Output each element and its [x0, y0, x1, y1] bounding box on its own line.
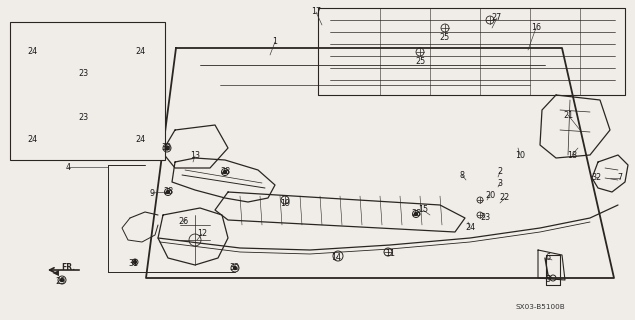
Text: 2: 2 [497, 167, 502, 177]
Text: 31: 31 [128, 259, 138, 268]
Text: 14: 14 [331, 253, 341, 262]
Text: 30: 30 [229, 263, 239, 273]
Text: 8: 8 [460, 171, 464, 180]
Text: 15: 15 [418, 205, 428, 214]
Circle shape [133, 260, 137, 263]
Text: 29: 29 [55, 277, 65, 286]
Text: 5: 5 [545, 276, 551, 284]
Text: 6: 6 [545, 253, 551, 262]
Text: ▶: ▶ [52, 267, 58, 276]
Circle shape [166, 190, 170, 194]
Text: 17: 17 [311, 7, 321, 17]
Text: 20: 20 [485, 190, 495, 199]
Text: 9: 9 [149, 188, 154, 197]
Text: 16: 16 [531, 23, 541, 33]
Text: 10: 10 [515, 150, 525, 159]
Text: 1: 1 [272, 37, 277, 46]
Circle shape [234, 267, 236, 269]
Text: 33: 33 [161, 142, 171, 151]
Text: 21: 21 [563, 110, 573, 119]
Circle shape [165, 146, 169, 150]
Text: 23: 23 [78, 113, 88, 122]
Text: 3: 3 [497, 179, 502, 188]
Text: FR.: FR. [61, 263, 75, 273]
Circle shape [224, 171, 227, 173]
Text: 24: 24 [135, 135, 145, 145]
Text: 13: 13 [190, 151, 200, 161]
Text: 25: 25 [439, 33, 449, 42]
Text: 11: 11 [385, 249, 395, 258]
Text: 24: 24 [135, 47, 145, 57]
Text: 12: 12 [197, 229, 207, 238]
Text: 24: 24 [465, 223, 475, 233]
Text: 23: 23 [480, 213, 490, 222]
Text: 32: 32 [591, 172, 601, 181]
Text: 24: 24 [27, 135, 37, 145]
Text: 28: 28 [411, 210, 421, 219]
Text: 28: 28 [163, 188, 173, 196]
Bar [10, 22, 165, 160]
Text: 19: 19 [280, 199, 290, 209]
Text: 27: 27 [492, 13, 502, 22]
Text: 18: 18 [567, 150, 577, 159]
Text: 22: 22 [500, 194, 510, 203]
Text: SX03-B5100B: SX03-B5100B [515, 304, 565, 310]
Text: 23: 23 [78, 68, 88, 77]
Text: 24: 24 [27, 47, 37, 57]
Text: 28: 28 [220, 167, 230, 177]
Text: 4: 4 [65, 163, 70, 172]
Text: 25: 25 [415, 58, 425, 67]
Text: 7: 7 [617, 173, 622, 182]
Text: 26: 26 [178, 218, 188, 227]
Circle shape [60, 278, 64, 282]
Circle shape [415, 212, 417, 215]
